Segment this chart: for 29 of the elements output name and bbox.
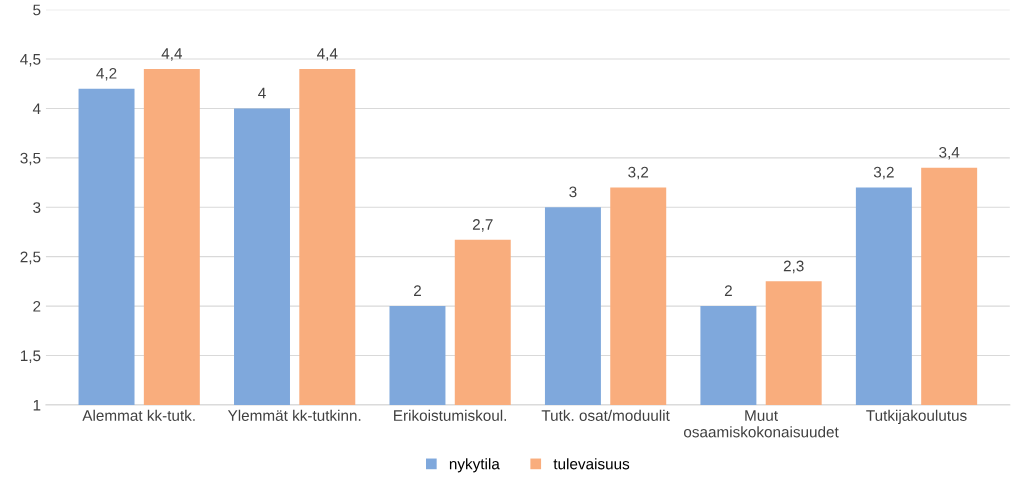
data-label: 3,4 — [939, 146, 960, 160]
data-label: 4,4 — [317, 48, 338, 61]
x-tick-label: Ylemmät kk-tutkinn. — [227, 409, 361, 421]
data-label: 4,2 — [96, 67, 117, 81]
data-label: 2 — [413, 285, 421, 296]
y-tick-label: 3 — [33, 202, 41, 213]
y-tick-label: 1,5 — [20, 350, 41, 363]
x-tick-label: Muut osaamiskokonaisuudet — [683, 410, 839, 438]
y-tick-label: 2,5 — [20, 251, 41, 265]
x-tick-label: Tutkijakoulutus — [866, 409, 967, 424]
data-label: 2 — [724, 285, 732, 296]
data-label: 4 — [258, 87, 266, 99]
y-tick-label: 4,5 — [20, 54, 41, 67]
y-tick-label: 1 — [33, 399, 41, 411]
data-label: 2,3 — [783, 260, 804, 274]
legend-label: tulevaisuus — [553, 458, 630, 470]
data-label: 4,4 — [161, 48, 182, 61]
y-tick-label: 5 — [33, 4, 41, 16]
x-tick-label: Erikoistumiskoul. — [394, 409, 507, 421]
y-tick-label: 4 — [32, 103, 41, 114]
y-tick-label: 2 — [33, 300, 41, 312]
data-label: 2,7 — [472, 219, 493, 232]
data-label: 3,2 — [628, 166, 649, 180]
x-tick-label: Tutk. osat/moduulit — [541, 409, 670, 421]
data-label: 3,2 — [873, 166, 894, 180]
data-label: 3 — [569, 186, 577, 198]
x-tick-label: Alemmat kk-tutk. — [82, 409, 195, 421]
legend-label: nykytila — [449, 458, 500, 473]
y-tick-label: 3,5 — [20, 152, 41, 166]
